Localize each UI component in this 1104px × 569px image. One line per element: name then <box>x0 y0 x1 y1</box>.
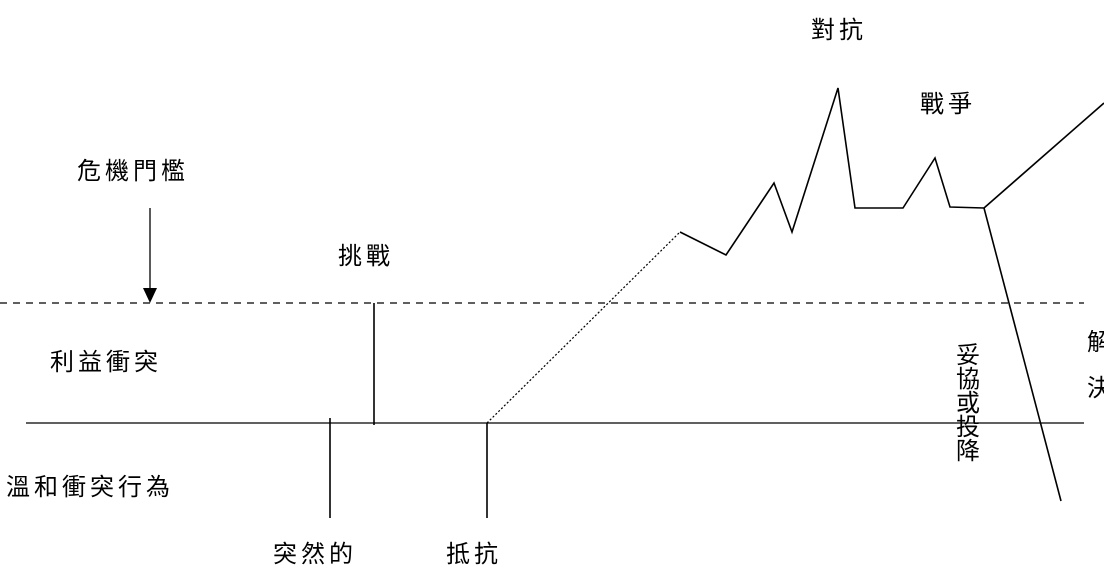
resolution-branch <box>983 102 1104 209</box>
escalation-dotted-line <box>486 231 681 424</box>
interest-conflict-label: 利益衝突 <box>50 348 162 376</box>
resolution-label: 解決 <box>1086 330 1104 400</box>
vertical-char: 解 <box>1087 330 1104 356</box>
resolution-label-clip: 解決 <box>1086 330 1104 400</box>
confrontation-label: 對抗 <box>811 16 867 44</box>
threshold-arrowhead <box>143 288 157 303</box>
vertical-char: 協 <box>956 365 980 393</box>
vertical-char: 或 <box>956 389 980 417</box>
vertical-char: 妥 <box>956 341 980 369</box>
resistance-label: 抵抗 <box>446 540 502 568</box>
mild-conflict-label: 溫和衝突行為 <box>6 473 174 501</box>
vertical-char: 投 <box>956 413 980 441</box>
crisis-threshold-label: 危機門檻 <box>77 157 189 185</box>
vertical-char: 決 <box>1087 374 1104 400</box>
war-label: 戰爭 <box>920 90 976 118</box>
confrontation-war-path <box>679 87 985 257</box>
challenge-label: 挑戰 <box>338 242 394 270</box>
compromise-branch <box>983 207 1062 502</box>
sudden-label: 突然的 <box>273 540 357 568</box>
vertical-char: 降 <box>956 437 980 465</box>
compromise-or-surrender-label: 妥協或投降 <box>955 343 981 463</box>
